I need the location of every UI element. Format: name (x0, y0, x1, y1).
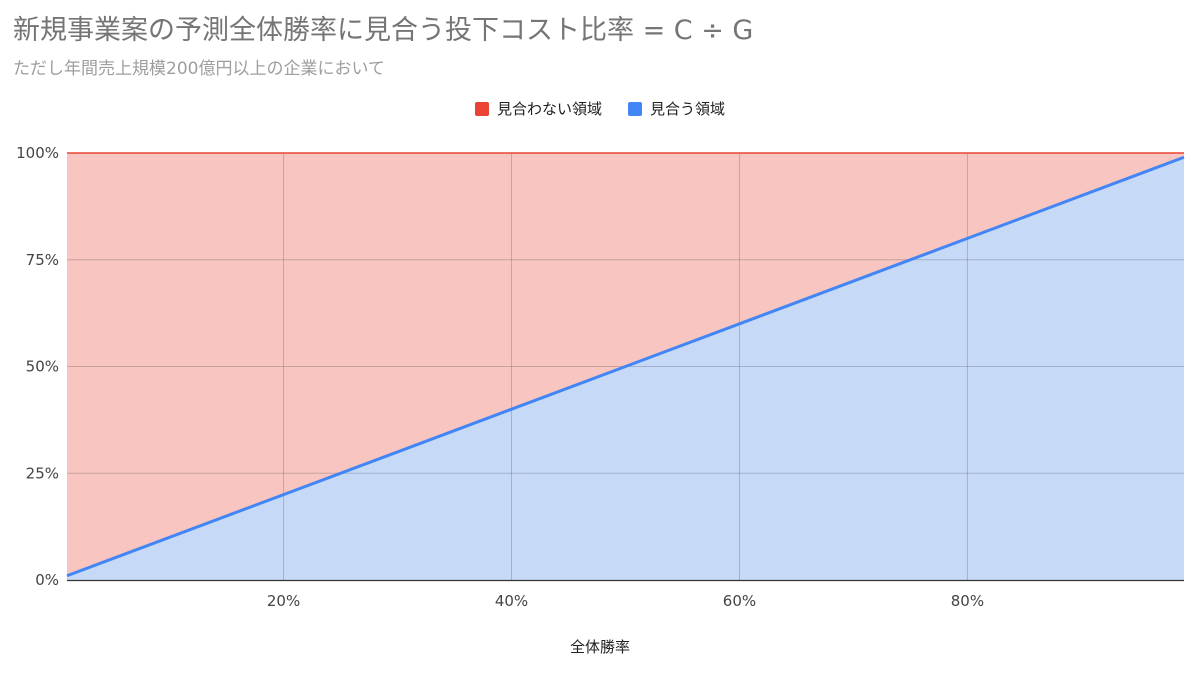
chart-title: 新規事業案の予測全体勝率に見合う投下コスト比率 = C ÷ G (13, 15, 754, 46)
legend: 見合わない領域 見合う領域 (0, 98, 1200, 119)
x-tick-label: 40% (495, 592, 528, 610)
legend-label-fit: 見合う領域 (650, 100, 726, 118)
y-tick-label: 100% (16, 144, 59, 162)
legend-item-fit: 見合う領域 (628, 98, 725, 119)
y-tick-label: 25% (26, 464, 59, 482)
x-axis-label: 全体勝率 (569, 638, 630, 656)
x-tick-label: 20% (267, 592, 300, 610)
y-tick-label: 50% (26, 358, 59, 376)
x-tick-label: 60% (723, 592, 756, 610)
chart-subtitle: ただし年間売上規模200億円以上の企業において (13, 59, 385, 79)
legend-label-unfit: 見合わない領域 (496, 100, 602, 118)
x-tick-label: 80% (951, 592, 984, 610)
legend-item-unfit: 見合わない領域 (474, 98, 602, 119)
legend-swatch-fit (628, 101, 642, 116)
series-line-fit (66, 155, 1185, 578)
legend-swatch-unfit (474, 101, 489, 116)
y-tick-label: 0% (35, 571, 59, 589)
y-tick-label: 75% (26, 251, 59, 269)
